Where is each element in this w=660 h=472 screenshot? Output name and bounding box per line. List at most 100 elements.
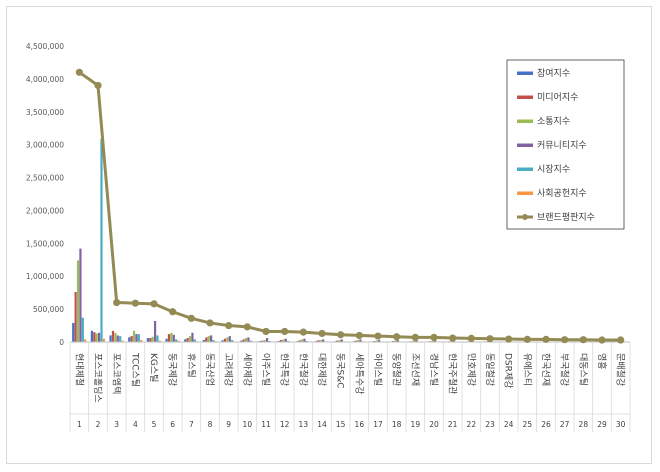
bar — [111, 330, 115, 342]
bar — [98, 332, 101, 342]
rank-number: 15 — [336, 420, 346, 429]
bar — [375, 340, 378, 342]
category-label: 한국특강 — [279, 353, 290, 386]
category-label: 동국S&C — [335, 353, 346, 389]
rank-number: 6 — [170, 420, 175, 429]
category-label: DSR제강 — [503, 353, 514, 388]
bar — [109, 335, 112, 342]
rank-number: 10 — [243, 420, 253, 429]
bar — [282, 339, 285, 342]
rank-number: 7 — [189, 420, 194, 429]
brand-index-point — [561, 336, 569, 344]
bar — [90, 330, 93, 342]
rank-number: 2 — [96, 420, 101, 429]
y-tick-label: 4,000,000 — [26, 75, 64, 84]
bar — [322, 339, 325, 342]
legend-label: 브랜드평판지수 — [537, 212, 595, 223]
y-tick-label: 1,500,000 — [26, 239, 64, 248]
brand-index-point — [131, 299, 139, 307]
line-series-group — [75, 68, 625, 344]
brand-index-point — [337, 331, 345, 339]
category-label: 포스코홀딩스 — [92, 353, 104, 403]
category-label: 대동스틸 — [577, 353, 588, 386]
category-label: 휴스틸 — [185, 353, 196, 378]
category-label: 만호제강 — [465, 353, 476, 386]
brand-index-point — [598, 336, 606, 344]
brand-index-point — [262, 327, 270, 336]
y-tick-label: 1,000,000 — [26, 272, 64, 281]
brand-index-point — [299, 328, 307, 336]
brand-index-point — [467, 334, 475, 342]
bar — [221, 340, 224, 342]
bar — [184, 339, 187, 342]
bar — [100, 138, 103, 342]
y-tick-label: 2,500,000 — [26, 174, 64, 183]
brand-index-point — [113, 298, 121, 307]
brand-index-point — [318, 329, 326, 338]
bar — [231, 340, 234, 342]
bar — [151, 336, 154, 342]
x-axis: 현대제철 1 포스코홀딩스 2 포스코엠텍 3 TCC스틸 4 KG스틸 5 동국제강 6 휴스틸 7 동국… — [69, 341, 631, 432]
rank-number: 20 — [429, 420, 439, 429]
rank-number: 13 — [299, 420, 309, 429]
rank-number: 17 — [373, 420, 383, 429]
y-tick-label: 500,000 — [33, 305, 64, 314]
rank-number: 27 — [560, 420, 570, 429]
bar — [335, 340, 339, 342]
bar — [172, 334, 175, 342]
bar — [132, 330, 136, 342]
bar — [354, 340, 357, 342]
bar — [149, 338, 152, 342]
bar — [359, 339, 362, 342]
category-label: 조선선재 — [409, 353, 420, 386]
legend-label: 시장지수 — [537, 164, 570, 175]
category-label: 아주스틸 — [260, 353, 271, 386]
legend-swatch — [517, 191, 533, 195]
bar — [266, 338, 269, 342]
rank-number: 22 — [467, 420, 477, 429]
rank-number: 4 — [133, 420, 138, 429]
bar — [207, 336, 210, 342]
category-label: 포스코엠텍 — [111, 353, 123, 394]
bar — [228, 336, 231, 342]
category-label: 동일철강 — [484, 353, 495, 386]
category-label: 현대제철 — [73, 353, 84, 386]
category-label: 동국산업 — [204, 353, 215, 386]
bar — [431, 340, 434, 342]
bar — [140, 340, 143, 342]
bar — [128, 337, 131, 342]
brand-index-point — [355, 331, 363, 340]
bar — [378, 340, 381, 342]
rank-number: 26 — [541, 420, 551, 429]
rank-number: 3 — [114, 420, 119, 429]
bar — [114, 332, 117, 342]
rank-number: 23 — [485, 420, 495, 429]
bar — [186, 338, 189, 342]
rank-number: 21 — [448, 420, 458, 429]
legend-label: 소통지수 — [537, 116, 570, 127]
bar — [338, 340, 341, 342]
bar — [84, 339, 87, 342]
legend-label: 커뮤니티지수 — [537, 140, 587, 151]
brand-index-point — [187, 314, 195, 322]
bar — [93, 332, 96, 342]
brand-index-point — [150, 300, 158, 308]
brand-index-point — [430, 333, 438, 341]
legend-swatch — [522, 214, 528, 220]
bar — [247, 337, 250, 342]
rank-number: 18 — [392, 420, 402, 429]
y-tick-label: 3,500,000 — [26, 108, 64, 117]
bar — [210, 335, 213, 342]
bar — [95, 333, 98, 342]
bar — [177, 340, 180, 342]
bar — [158, 340, 161, 342]
rank-number: 14 — [317, 420, 327, 429]
bar — [340, 339, 343, 342]
bar — [212, 340, 215, 342]
y-axis: 0 500,000 1,000,000 1,500,000 2,000,000 2,500… — [26, 42, 64, 347]
bar — [72, 322, 75, 342]
y-tick-label: 2,000,000 — [26, 206, 64, 215]
brand-index-point — [505, 335, 513, 343]
bar — [193, 339, 196, 342]
